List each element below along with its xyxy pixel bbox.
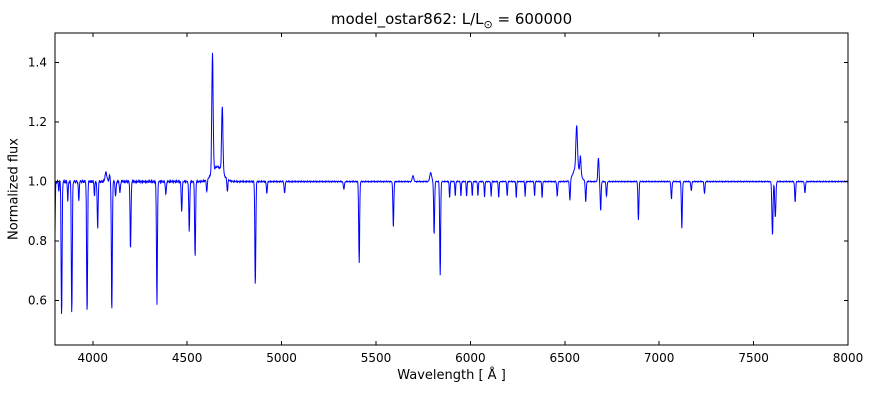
y-tick-label: 1.0: [28, 175, 47, 189]
axes-frame: [54, 32, 849, 346]
spectrum-line: [55, 52, 848, 314]
x-tick-label: 6500: [550, 351, 581, 365]
x-tick-label: 4500: [172, 351, 203, 365]
x-tick-label: 8000: [833, 351, 864, 365]
y-tick-label: 1.2: [28, 115, 47, 129]
x-tick-label: 5500: [361, 351, 392, 365]
chart-title-text: model_ostar862: L/L: [330, 10, 484, 28]
x-tick-label: 7000: [644, 351, 675, 365]
y-tick-label: 1.4: [28, 56, 47, 70]
y-tick-label: 0.6: [28, 293, 47, 307]
x-tick-label: 4000: [77, 351, 108, 365]
x-axis-label: Wavelength [ Å ]: [397, 368, 506, 383]
x-tick-label: 7500: [738, 351, 769, 365]
x-tick-label: 5000: [266, 351, 297, 365]
chart-title-value: = 600000: [492, 10, 573, 28]
sun-symbol: ⊙: [483, 18, 493, 31]
chart-title: model_ostar862: L/L⊙ = 600000: [55, 10, 848, 31]
x-tick-label: 6000: [455, 351, 486, 365]
y-axis-label: Normalized flux: [6, 138, 22, 240]
y-tick-label: 0.8: [28, 234, 47, 248]
